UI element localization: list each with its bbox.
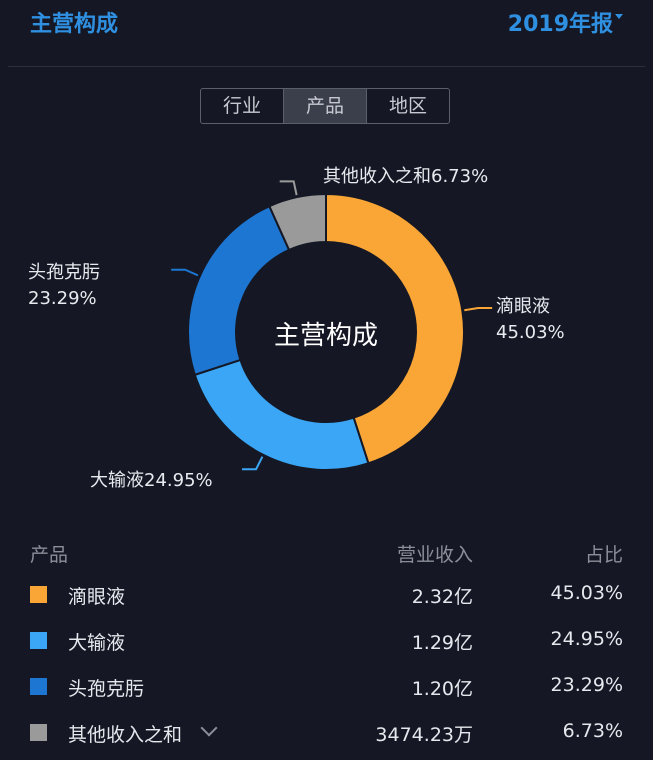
leader-line xyxy=(171,268,199,277)
row-revenue: 3474.23万 xyxy=(375,724,473,746)
row-name: 其他收入之和 xyxy=(68,724,183,746)
row-share: 6.73% xyxy=(562,720,623,742)
slice-label: 大输液24.95% xyxy=(90,470,213,491)
table-row: 头孢克肟 1.20亿 23.29% xyxy=(0,674,653,714)
table-row: 滴眼液 2.32亿 45.03% xyxy=(0,582,653,622)
period-selector[interactable]: 2019年报 xyxy=(507,12,613,37)
row-revenue: 2.32亿 xyxy=(411,586,473,608)
row-share: 24.95% xyxy=(550,628,623,650)
tab-industry[interactable]: 行业 xyxy=(222,95,261,117)
row-revenue: 1.20亿 xyxy=(411,678,473,700)
chevron-down-icon[interactable] xyxy=(200,719,218,737)
legend-swatch xyxy=(30,724,47,741)
donut-slice[interactable] xyxy=(325,192,465,465)
slice-label: 其他收入之和6.73% xyxy=(323,166,488,187)
row-name: 滴眼液 xyxy=(68,586,126,608)
table-row: 大输液 1.29亿 24.95% xyxy=(0,628,653,668)
page-title: 主营构成 xyxy=(30,12,119,37)
donut-slice[interactable] xyxy=(193,358,370,471)
legend-swatch xyxy=(30,586,47,603)
donut-chart: 滴眼液45.03%大输液24.95%头孢克肟23.29%其他收入之和6.73% … xyxy=(28,166,565,491)
col-share: 占比 xyxy=(584,544,623,566)
leader-line xyxy=(242,456,264,471)
row-revenue: 1.29亿 xyxy=(411,632,473,654)
header-divider xyxy=(8,66,645,67)
table-header: 产品 营业收入 占比 xyxy=(0,540,653,570)
slice-label-name: 头孢克肟 xyxy=(28,262,100,283)
slice-label-value: 23.29% xyxy=(28,288,97,309)
col-product: 产品 xyxy=(30,544,69,566)
tab-product[interactable]: 产品 xyxy=(283,89,366,123)
caret-down-icon[interactable] xyxy=(615,14,623,19)
tab-region[interactable]: 地区 xyxy=(366,89,449,123)
col-revenue: 营业收入 xyxy=(396,544,473,566)
chart-center-title: 主营构成 xyxy=(274,321,378,351)
row-name: 大输液 xyxy=(68,632,126,654)
table-row-expandable[interactable]: 其他收入之和 3474.23万 6.73% xyxy=(0,719,653,760)
slice-label-value: 45.03% xyxy=(496,322,565,343)
leader-line xyxy=(464,307,493,312)
row-share: 45.03% xyxy=(550,582,623,604)
row-share: 23.29% xyxy=(550,674,623,696)
segment-tabs: 行业 产品 地区 xyxy=(200,88,450,124)
row-name: 头孢克肟 xyxy=(68,678,145,700)
leader-line xyxy=(279,180,298,196)
legend-swatch xyxy=(30,632,47,649)
legend-swatch xyxy=(30,678,47,695)
header: 主营构成 2019年报 xyxy=(0,0,653,66)
donut-slice[interactable] xyxy=(268,192,327,252)
slice-label-name: 滴眼液 xyxy=(496,296,550,317)
